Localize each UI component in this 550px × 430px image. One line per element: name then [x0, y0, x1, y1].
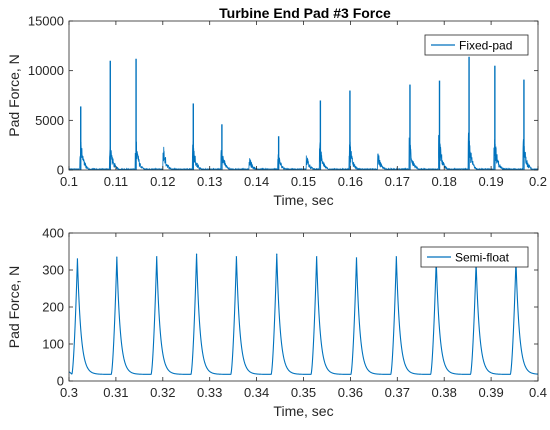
- legend: Semi-float: [420, 246, 529, 268]
- semi-float-peak-7: [355, 257, 358, 259]
- x-tick-label: 0.15: [291, 174, 316, 189]
- semi-float-peak-1: [116, 256, 118, 258]
- semi-float-peak-4: [235, 256, 238, 258]
- x-tick-label: 0.31: [103, 385, 128, 400]
- x-tick-label: 0.4: [529, 385, 547, 400]
- y-tick-label: 300: [42, 263, 64, 278]
- legend-box: [420, 246, 529, 268]
- x-tick-label: 0.12: [150, 174, 175, 189]
- x-tick-label: 0.39: [478, 385, 503, 400]
- y-tick-label: 400: [42, 226, 64, 241]
- semi-float-peak-5: [276, 253, 278, 255]
- x-tick-label: 0.14: [244, 174, 269, 189]
- y-tick-label: 200: [42, 300, 64, 315]
- y-tick-label: 0: [57, 163, 64, 178]
- top-chart-panel: 0.1 0.11 0.12 0.13 0.14 0.15 0.16 0.17 0.18 0.19 0…: [6, 14, 547, 209]
- legend-label: Semi-float: [455, 251, 510, 265]
- figure-title: Turbine End Pad #3 Force: [219, 5, 391, 21]
- semi-float-peak-0: [76, 258, 79, 260]
- y-tick-label: 0: [57, 374, 64, 389]
- x-tick-label: 0.2: [529, 174, 547, 189]
- semi-float-peak-2: [156, 256, 158, 258]
- y-axis-label: Pad Force, N: [6, 54, 22, 136]
- legend: Fixed-pad: [424, 34, 529, 56]
- x-axis-label: Time, sec: [273, 403, 333, 419]
- x-tick-label: 0.3: [60, 385, 78, 400]
- x-tick-label: 0.38: [432, 385, 457, 400]
- y-tick-label: 5000: [35, 113, 64, 128]
- bottom-chart-panel: 0.3 0.31 0.32 0.33 0.34 0.35 0.36 0.37 0.38 0.39 0…: [6, 226, 547, 420]
- x-tick-label: 0.19: [478, 174, 503, 189]
- x-tick-label: 0.13: [197, 174, 222, 189]
- legend-box: [424, 34, 529, 56]
- x-tick-label: 0.16: [338, 174, 363, 189]
- y-tick-label: 15000: [28, 14, 64, 29]
- x-tick-label: 0.1: [60, 174, 78, 189]
- semi-float-peak-8: [395, 256, 397, 258]
- y-tick-label: 10000: [28, 63, 64, 78]
- legend-label: Fixed-pad: [459, 39, 512, 53]
- x-tick-label: 0.32: [150, 385, 175, 400]
- semi-float-line: [69, 254, 538, 375]
- x-axis-label: Time, sec: [273, 192, 333, 208]
- x-tick-label: 0.37: [385, 385, 410, 400]
- semi-float-peak-6: [316, 256, 318, 258]
- x-tick-label: 0.34: [244, 385, 269, 400]
- x-tick-label: 0.18: [432, 174, 457, 189]
- plot-area: [69, 56, 538, 170]
- x-tick-label: 0.36: [338, 385, 363, 400]
- x-tick-label: 0.11: [104, 174, 128, 189]
- y-tick-label: 100: [42, 337, 64, 352]
- x-tick-label: 0.17: [385, 174, 410, 189]
- x-tick-label: 0.33: [197, 385, 222, 400]
- x-tick-label: 0.35: [291, 385, 316, 400]
- semi-float-peak-3: [195, 253, 198, 255]
- y-axis-label: Pad Force, N: [6, 266, 22, 348]
